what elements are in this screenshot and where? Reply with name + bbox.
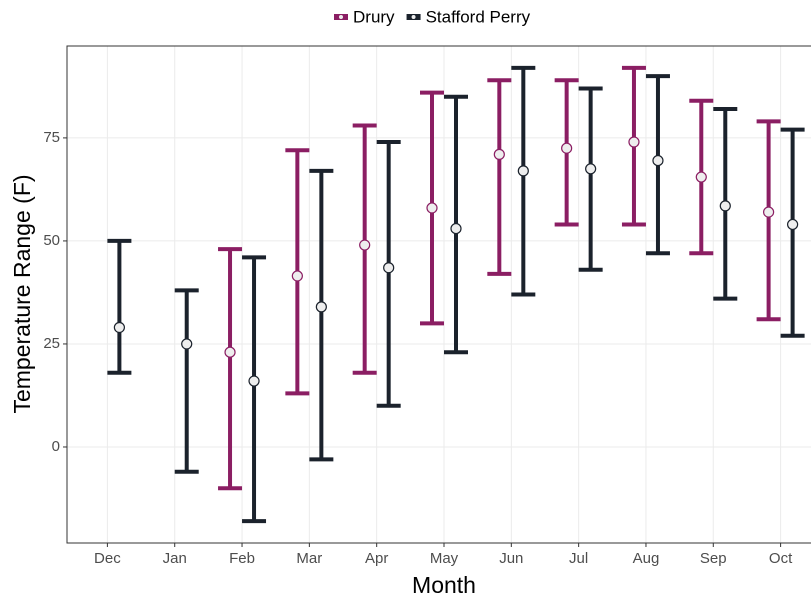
mid-point — [113, 321, 125, 334]
mid-point — [248, 375, 260, 387]
mid-point — [224, 346, 236, 358]
x-tick-label: Apr — [365, 550, 388, 567]
x-tick-label: May — [430, 550, 459, 567]
mid-point — [426, 202, 438, 214]
x-tick-label: Dec — [94, 550, 121, 567]
mid-point — [493, 148, 505, 160]
mid-point — [652, 154, 664, 167]
mid-point — [695, 171, 707, 183]
x-tick-label: Feb — [229, 550, 255, 567]
x-tick-label: Sep — [700, 550, 727, 567]
x-tick-label: Jul — [569, 550, 588, 567]
mid-point — [359, 239, 371, 251]
y-tick-label: 75 — [43, 129, 60, 146]
mid-point — [561, 142, 573, 154]
mid-point — [719, 200, 731, 212]
legend: Drury Stafford Perry — [334, 7, 531, 26]
x-tick-label: Oct — [769, 550, 793, 567]
y-tick-label: 0 — [52, 438, 60, 455]
x-tick-label: Aug — [633, 550, 660, 567]
legend-label: Drury — [353, 7, 395, 26]
x-tick-label: Jun — [499, 550, 523, 567]
x-axis-title: Month — [412, 572, 476, 598]
legend-key-point — [410, 14, 417, 20]
x-tick-label: Jan — [163, 550, 187, 567]
mid-point — [450, 222, 462, 235]
plot-panel — [67, 46, 811, 543]
legend-key-point — [338, 14, 344, 20]
y-tick-label: 50 — [43, 232, 60, 249]
y-axis-title: Temperature Range (F) — [9, 174, 35, 413]
mid-point — [181, 338, 193, 350]
y-tick-label: 25 — [43, 335, 60, 352]
mid-point — [291, 270, 303, 282]
panel-border — [66, 45, 811, 544]
mid-point — [585, 163, 597, 175]
mid-point — [315, 301, 327, 313]
mid-point — [383, 262, 395, 274]
legend-label: Stafford Perry — [426, 7, 531, 26]
mid-point — [787, 218, 799, 231]
x-tick-label: Mar — [296, 550, 322, 567]
mid-point — [763, 206, 775, 218]
mid-point — [517, 165, 529, 177]
mid-point — [628, 136, 640, 148]
